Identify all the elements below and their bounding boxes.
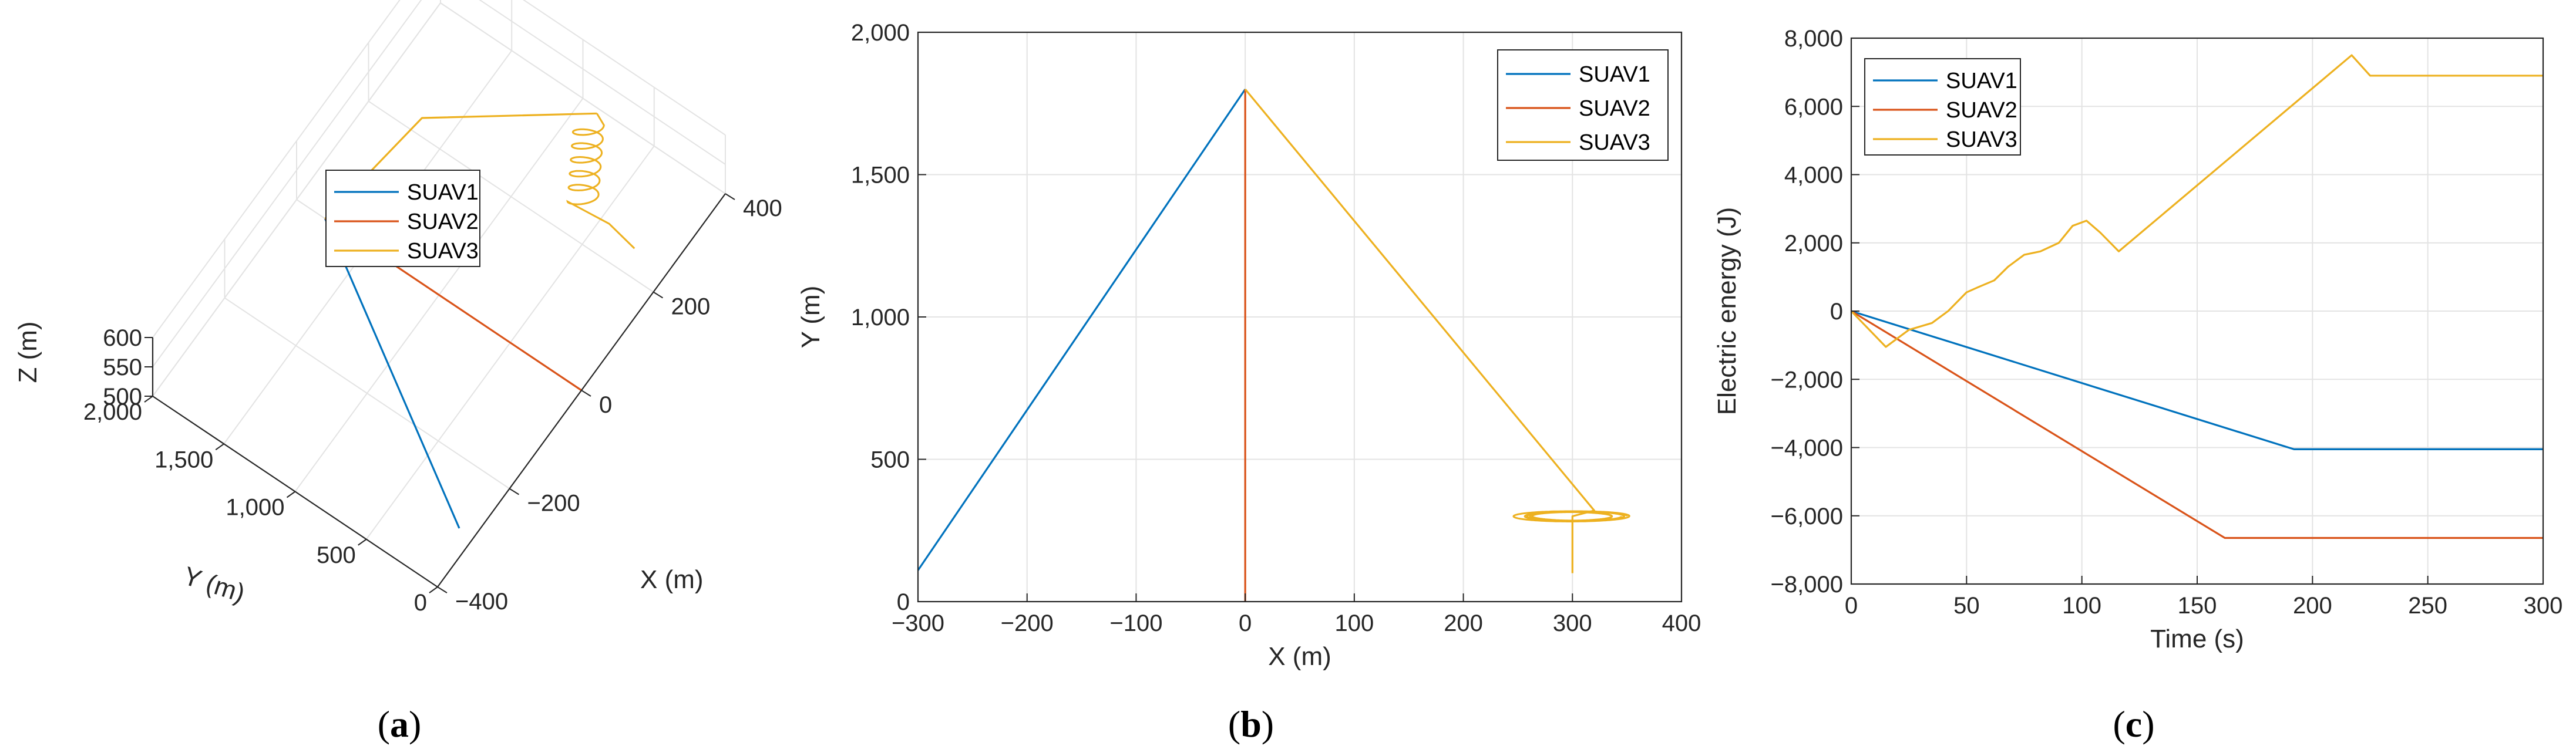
y-tick-label: 1,500 [154,447,213,473]
legend-label-suav3: SUAV3 [1579,130,1650,155]
y-tick-label: 2,000 [83,399,142,425]
legend-label-suav3: SUAV3 [407,239,479,264]
series-loiter-suav3 [566,113,635,249]
y-tick-label: 4,000 [1784,163,1843,188]
wall-grid-z2 [152,0,401,338]
z-axis-label: Z (m) [14,321,42,383]
wall-grid-z1 [522,0,726,136]
y-tick-label: −4,000 [1771,436,1843,461]
x-tick-label: 0 [1239,610,1252,636]
panel-labels: (a) (b) (c) [378,703,2155,745]
wall-grid-z2 [152,2,441,397]
legend-label-suav1: SUAV1 [407,180,479,205]
y-axis-label: Electric energy (J) [1713,207,1741,416]
y-tick-label: 1,000 [226,495,284,521]
x-tick-label: 50 [1953,593,1980,619]
y-tick-label: −6,000 [1771,504,1843,529]
x-tick-label: 300 [1553,610,1592,636]
tick-mark-y [215,443,224,451]
tick-mark-x [509,488,520,495]
y-tick-label: 500 [317,542,356,568]
series-line-suav1 [324,218,460,529]
x-tick-label: −100 [1109,610,1162,636]
x-tick-label: 400 [743,195,782,221]
x-tick-label: 100 [1334,610,1374,636]
x-tick-label: 200 [1444,610,1483,636]
chart-electric-energy: 0 50 100 150 200 250 300 −8,000 −6,000 −4,000 −2,0… [1713,26,2562,653]
series-line-suav1 [1851,310,2543,451]
wall-grid-z1 [479,0,726,165]
x-axis-label: Time (s) [2150,625,2244,653]
y-tick-label: 1,000 [851,305,910,330]
y-tick-label: 1,500 [851,163,910,188]
x-tick-label: −200 [1001,610,1054,636]
z-tick-label: 600 [103,325,142,351]
series-line-suav3 [1850,54,2543,348]
y-axis-label: Y (m) [180,561,248,608]
x-tick-label: 200 [2293,593,2332,619]
tick-mark-x [581,390,591,397]
series-line-suav2 [1851,310,2543,539]
legend-label-suav2: SUAV2 [1946,98,2017,123]
series-line-suav3 [1244,88,1596,573]
y-tick-label: 0 [414,590,427,616]
y-tick-label: −2,000 [1771,367,1843,393]
series-loiter-suav3 [1512,510,1630,522]
x-tick-label: −300 [892,610,944,636]
wall-grid-z1 [440,2,726,194]
x-tick-label: −400 [455,589,508,615]
x-axis-label: X (m) [640,565,704,594]
chart-xy-trajectory: −300 −200 −100 0 100 200 300 400 0 500 1,000 1,500 2… [796,20,1701,671]
tick-mark-x [437,586,448,593]
tick-mark-y [286,491,296,498]
x-tick-label: 200 [671,294,711,320]
tick-mark-x [725,193,735,200]
series-line-suav1 [917,89,1246,571]
x-tick-label: 400 [1662,610,1701,636]
x-tick-label: 250 [2408,593,2447,619]
panel-label-c: (c) [2113,703,2154,745]
y-axis-label: Y (m) [796,286,825,349]
legend-label-suav2: SUAV2 [1579,96,1650,121]
x-axis-label: X (m) [1268,642,1331,671]
y-tick-label: 500 [870,447,910,473]
panel-label-b: (b) [1228,703,1274,745]
y-tick-label: 0 [897,589,910,615]
y-tick-label: 6,000 [1784,94,1843,120]
x-tick-label: 100 [2062,593,2101,619]
x-tick-label: −200 [527,491,580,517]
y-tick-label: 2,000 [851,20,910,46]
x-tick-label: 300 [2524,593,2563,619]
wall-grid-z2 [152,0,422,367]
x-tick-label: 0 [599,392,612,418]
tick-mark-y [358,538,367,546]
panel-label-a: (a) [378,703,422,745]
legend-label-suav1: SUAV1 [1946,69,2017,93]
tick-mark-y [144,396,153,403]
legend-label-suav3: SUAV3 [1946,127,2017,152]
chart-3d-trajectory: −400−200020040005001,0001,5002,000500550… [14,0,782,616]
z-tick-label: 500 [103,384,142,410]
y-tick-label: 0 [1830,299,1843,325]
x-tick-label: 150 [2178,593,2217,619]
y-tick-label: −8,000 [1771,572,1843,598]
legend-label-suav1: SUAV1 [1579,62,1650,87]
tick-mark-x [653,291,664,299]
legend-label-suav2: SUAV2 [407,210,479,234]
y-tick-label: 8,000 [1784,26,1843,52]
tick-mark-y [429,586,438,593]
z-tick-label: 550 [103,355,142,380]
x-tick-label: 0 [1845,593,1858,619]
y-tick-label: 2,000 [1784,231,1843,256]
